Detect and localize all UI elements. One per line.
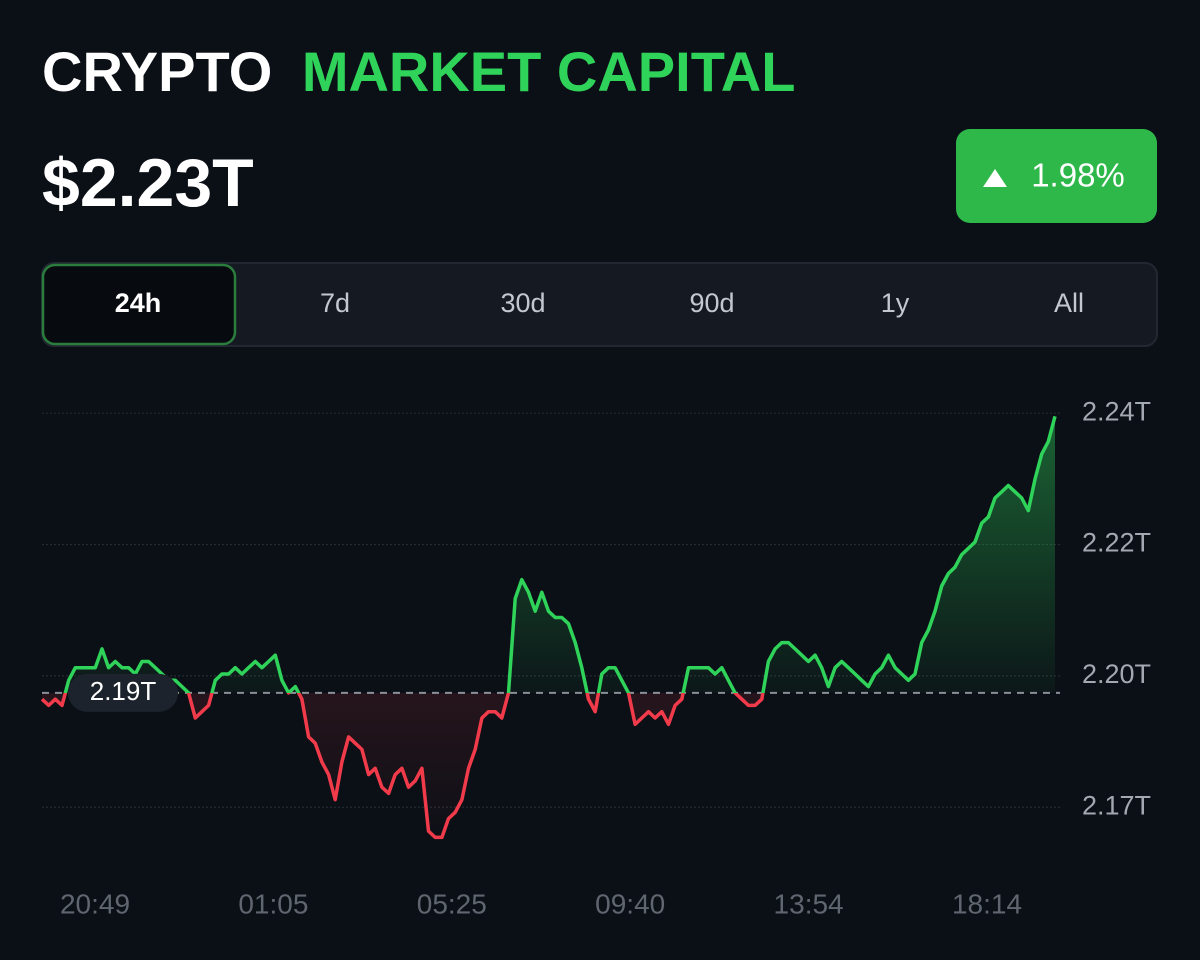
- x-tick-label: 13:54: [774, 888, 844, 919]
- tab-label[interactable]: 1y: [881, 288, 910, 318]
- title-accent: MARKET CAPITAL: [302, 40, 796, 103]
- tab-label[interactable]: 30d: [500, 288, 545, 318]
- x-tick-label: 18:14: [952, 888, 1022, 919]
- title-plain: CRYPTO: [42, 40, 272, 103]
- market-value: $2.23T: [42, 145, 254, 221]
- baseline-label-pill: [68, 673, 178, 712]
- tab-label[interactable]: 24h: [115, 288, 162, 318]
- x-tick-label: 20:49: [60, 888, 130, 919]
- y-tick-label: 2.20T: [1082, 659, 1151, 689]
- tab-label[interactable]: All: [1054, 288, 1084, 318]
- area-fill: [42, 416, 1055, 838]
- chart: 2.24T 2.22T 2.20T 2.17T 2.19T 20:49 01:05 05:25…: [40, 396, 1151, 919]
- change-value: 1.98%: [1031, 157, 1125, 194]
- x-tick-label: 05:25: [417, 888, 487, 919]
- up-arrow-icon: [983, 169, 1007, 187]
- y-tick-label: 2.17T: [1082, 790, 1151, 820]
- x-tick-label: 09:40: [595, 888, 665, 919]
- tabs: 24h 7d 30d 90d 1y All: [41, 263, 1084, 346]
- price-line: [40, 415, 1057, 840]
- y-tick-label: 2.24T: [1082, 396, 1151, 426]
- tab-label[interactable]: 7d: [320, 288, 350, 318]
- tab-label[interactable]: 90d: [689, 288, 734, 318]
- x-tick-label: 01:05: [238, 888, 308, 919]
- title: CRYPTO MARKET CAPITAL: [42, 40, 795, 103]
- change-badge: [956, 129, 1157, 223]
- baseline-label: 2.19T: [90, 676, 157, 706]
- active-tab[interactable]: [41, 263, 237, 346]
- y-tick-label: 2.22T: [1082, 528, 1151, 558]
